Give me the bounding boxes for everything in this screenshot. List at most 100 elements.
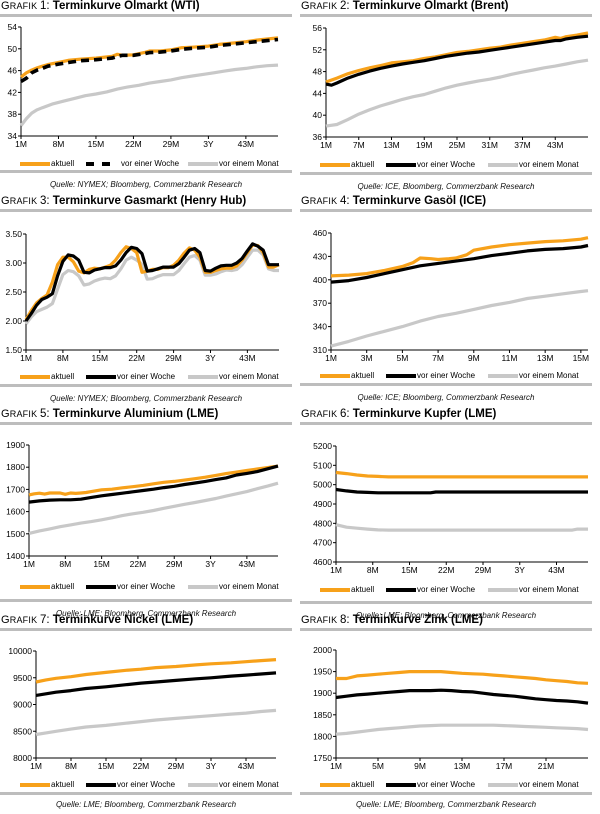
legend-item-monat: vor einem Monat <box>188 582 279 591</box>
chart-title-text: Terminkurve Gasöl (ICE) <box>352 195 487 207</box>
legend-item-aktuell: aktuell <box>20 780 74 789</box>
chart-title: GRAFIK 4: Terminkurve Gasöl (ICE) <box>301 195 486 207</box>
legend-label-aktuell: aktuell <box>351 160 375 169</box>
bottom-divider <box>300 383 592 386</box>
x-tick-label: 43M <box>238 139 255 149</box>
y-tick-label: 1400 <box>6 551 25 561</box>
x-tick-label: 5M <box>396 353 408 363</box>
bottom-divider <box>0 599 292 602</box>
x-tick-label: 5M <box>372 761 384 771</box>
y-tick-label: 1800 <box>6 462 25 472</box>
chart-title-prefix: GRAFIK <box>1 408 40 420</box>
series-line-woche <box>325 34 589 87</box>
legend-item-aktuell: aktuell <box>320 160 374 169</box>
chart-title-prefix: GRAFIK <box>301 195 340 207</box>
x-tick-label: 13M <box>454 761 471 771</box>
legend-swatch-monat <box>488 373 518 378</box>
line-chart-5: 1400 1500 1600 1700 1800 1900 1M 8M 15M 22M 29M 3Y 4… <box>6 440 279 569</box>
y-tick-label: 1500 <box>6 529 25 539</box>
x-tick-label: 37M <box>514 140 531 150</box>
title-divider <box>300 422 592 425</box>
legend-label-monat: vor einem Monat <box>519 585 579 594</box>
chart-title-number: 6: <box>339 408 353 420</box>
legend-label-aktuell: aktuell <box>351 585 375 594</box>
chart-source: Quelle: LME; Bloomberg, Commerzbank Rese… <box>55 609 237 618</box>
bottom-divider <box>300 601 592 604</box>
legend-swatch-monat <box>488 162 518 167</box>
legend-item-aktuell: aktuell <box>320 780 374 789</box>
chart-panel-8: GRAFIK 8: Terminkurve Zink (LME) 1750 1800… <box>300 614 600 814</box>
chart-title-prefix: GRAFIK <box>1 0 40 12</box>
legend-label-aktuell: aktuell <box>351 780 375 789</box>
chart-panel-2: GRAFIK 2: Terminkurve Ölmarkt (Brent) 36 4… <box>300 0 600 196</box>
x-tick-label: 1M <box>23 559 35 569</box>
chart-title-text: Terminkurve Gasmarkt (Henry Hub) <box>52 195 247 207</box>
series-line-monat <box>24 248 279 325</box>
legend-item-woche: vor einer Woche <box>386 585 475 594</box>
legend-swatch-monat <box>188 161 218 166</box>
legend-swatch-woche <box>386 162 416 167</box>
title-divider <box>0 14 292 17</box>
y-tick-label: 430 <box>313 251 327 261</box>
chart-title: GRAFIK 7: Terminkurve Nickel (LME) <box>1 614 193 626</box>
bottom-divider <box>300 792 592 795</box>
legend-swatch-aktuell <box>20 161 50 166</box>
chart-title: GRAFIK 1: Terminkurve Ölmarkt (WTI) <box>1 0 200 12</box>
chart-title-prefix: GRAFIK <box>1 195 40 207</box>
chart-title-prefix: GRAFIK <box>1 614 40 626</box>
x-tick-label: 15M <box>573 353 590 363</box>
chart-source: Quelle: LME; Bloomberg, Commerzbank Rese… <box>355 611 537 620</box>
x-tick-label: 17M <box>496 761 513 771</box>
bottom-divider <box>0 792 292 795</box>
chart-title-number: 5: <box>39 408 53 420</box>
series-line-woche <box>335 487 588 495</box>
y-tick-label: 10000 <box>8 646 32 656</box>
legend-item-aktuell: aktuell <box>320 371 374 380</box>
x-tick-label: 22M <box>125 139 142 149</box>
legend-label-woche: vor einer Woche <box>417 371 476 380</box>
chart-title-text: Terminkurve Ölmarkt (Brent) <box>352 0 509 12</box>
title-divider <box>300 209 592 212</box>
bottom-divider <box>0 170 292 173</box>
legend-item-monat: vor einem Monat <box>188 780 279 789</box>
y-tick-label: 8500 <box>13 726 32 736</box>
y-tick-label: 400 <box>313 275 327 285</box>
legend-label-monat: vor einem Monat <box>219 159 279 168</box>
x-tick-label: 1M <box>330 761 342 771</box>
legend-swatch-monat <box>188 782 218 787</box>
legend-swatch-woche <box>86 584 116 589</box>
y-tick-label: 2.00 <box>5 316 22 326</box>
x-tick-label: 43M <box>547 140 564 150</box>
x-tick-label: 8M <box>367 565 379 575</box>
x-tick-label: 43M <box>238 761 255 771</box>
chart-legend: aktuell vor einer Woche vor einem Monat <box>0 159 292 171</box>
series-line-monat <box>28 481 279 535</box>
chart-title-text: Terminkurve Ölmarkt (WTI) <box>52 0 200 12</box>
y-tick-label: 340 <box>313 322 327 332</box>
x-tick-label: 9M <box>468 353 480 363</box>
y-tick-label: 54 <box>8 22 18 32</box>
chart-panel-3: GRAFIK 3: Terminkurve Gasmarkt (Henry Hu… <box>0 195 300 408</box>
line-chart-7: 8000 8500 9000 9500 10000 1M 8M 15M 22M 29M 3Y 43M <box>8 646 277 771</box>
legend-item-woche: vor einer Woche <box>386 780 475 789</box>
x-tick-label: 3Y <box>205 353 216 363</box>
chart-panel-1: GRAFIK 1: Terminkurve Ölmarkt (WTI) 34 38 4… <box>0 0 300 194</box>
line-chart-1: 34 38 42 46 50 54 1M 8M 15M 22M 29M 3Y 43M <box>8 22 279 149</box>
chart-title: GRAFIK 2: Terminkurve Ölmarkt (Brent) <box>301 0 509 12</box>
title-divider <box>0 422 292 425</box>
legend-swatch-aktuell <box>320 587 350 592</box>
x-tick-label: 8M <box>65 761 77 771</box>
x-tick-label: 29M <box>163 139 180 149</box>
x-tick-label: 29M <box>475 565 492 575</box>
legend-swatch-aktuell <box>320 162 350 167</box>
x-tick-label: 7M <box>353 140 365 150</box>
legend-swatch-aktuell <box>20 374 50 379</box>
legend-item-monat: vor einem Monat <box>488 160 579 169</box>
x-tick-label: 7M <box>432 353 444 363</box>
x-tick-label: 22M <box>438 565 455 575</box>
x-tick-label: 3Y <box>203 139 214 149</box>
legend-item-aktuell: aktuell <box>20 159 74 168</box>
chart-title-prefix: GRAFIK <box>301 408 340 420</box>
x-tick-label: 8M <box>53 139 65 149</box>
bottom-divider <box>0 384 292 387</box>
